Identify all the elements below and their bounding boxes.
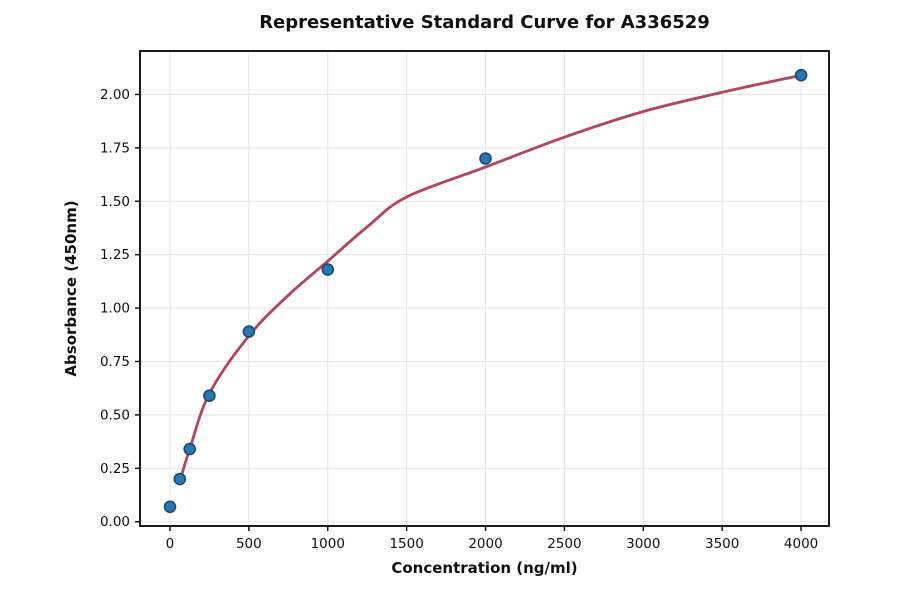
x-tick-label: 500: [236, 536, 262, 552]
tick-labels: 0 500 1000 1500 2000 2500 3000 3500 4000 0.00 0.25…: [100, 87, 818, 552]
x-tick-label: 3000: [626, 536, 660, 552]
data-points: [163, 68, 808, 514]
data-point: [173, 472, 187, 486]
x-tick-label: 1500: [389, 536, 423, 552]
axis-ticks: [135, 93, 802, 531]
y-tick-label: 2.00: [100, 87, 130, 103]
y-tick-label: 1.25: [100, 247, 130, 263]
y-tick-label: 1.50: [100, 194, 130, 210]
x-tick-label: 2500: [547, 536, 581, 552]
data-point: [479, 152, 492, 165]
fit-curve-path: [178, 73, 803, 483]
y-tick-label: 1.75: [100, 140, 130, 156]
y-tick-label: 1.00: [100, 301, 130, 317]
x-tick-label: 1000: [311, 536, 345, 552]
grid-lines: [140, 51, 829, 526]
data-point: [321, 263, 335, 276]
data-point: [794, 68, 808, 82]
data-point: [183, 442, 196, 456]
data-point: [203, 389, 216, 403]
y-tick-label: 0.00: [100, 514, 130, 530]
data-point: [163, 500, 177, 514]
x-tick-label: 0: [166, 536, 175, 552]
x-tick-label: 3500: [705, 536, 739, 552]
x-tick-label: 2000: [468, 536, 502, 552]
x-tick-label: 4000: [784, 536, 818, 552]
y-tick-label: 0.25: [100, 461, 130, 477]
x-axis-label: Concentration (ng/ml): [391, 559, 577, 577]
chart-title: Representative Standard Curve for A33652…: [259, 12, 710, 33]
y-tick-label: 0.75: [100, 354, 130, 370]
data-point: [242, 325, 256, 338]
y-axis-label: Absorbance (450nm): [62, 200, 80, 376]
y-tick-label: 0.50: [100, 407, 130, 423]
fitted-curve: [178, 73, 803, 483]
plot-border: [139, 50, 830, 527]
